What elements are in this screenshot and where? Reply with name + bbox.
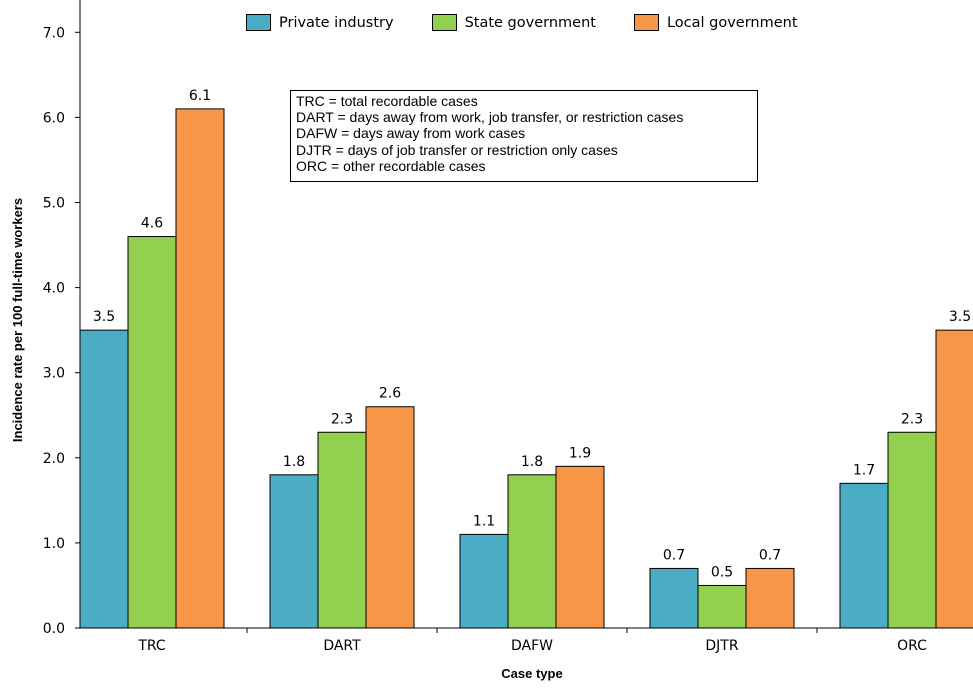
- bar-state-government-trc: [127, 236, 177, 629]
- y-tick-label: 0.0: [43, 621, 65, 637]
- legend-label-local-government: Local government: [666, 14, 798, 31]
- data-label-private-industry-dafw: 1.1: [473, 513, 495, 529]
- axes: 0.0 1.0 2.0 3.0 4.0 5.0 6.0 7.0 TRC DART DAFW DJTR O…: [43, 0, 973, 654]
- data-label-local-government-trc: 6.1: [189, 88, 211, 104]
- data-label-private-industry-djtr: 0.7: [663, 547, 685, 563]
- legend-label-state-government: State government: [464, 14, 596, 31]
- bar-private-industry-orc: [839, 482, 889, 629]
- legend-swatch-state-government: [431, 14, 457, 31]
- note-line-dafw: DAFW = days away from work cases: [296, 125, 526, 142]
- data-label-state-government-dafw: 1.8: [521, 454, 543, 470]
- bar-state-government-dafw: [507, 474, 557, 629]
- y-axis-label: Incidence rate per 100 full-time workers: [10, 198, 25, 442]
- bar-local-government-dafw: [555, 465, 605, 629]
- bar-private-industry-djtr: [649, 567, 699, 629]
- y-tick-label: 6.0: [43, 110, 65, 126]
- data-label-local-government-dafw: 1.9: [569, 445, 591, 461]
- y-tick-label: 4.0: [43, 281, 65, 297]
- data-label-local-government-dart: 2.6: [379, 386, 401, 402]
- data-label-private-industry-orc: 1.7: [853, 462, 875, 478]
- y-tick-label: 3.0: [43, 366, 65, 382]
- data-label-private-industry-dart: 1.8: [283, 454, 305, 470]
- y-tick-label: 5.0: [43, 196, 65, 212]
- legend-swatch-private-industry: [246, 14, 271, 31]
- bar-local-government-dart: [365, 406, 415, 629]
- note-line-orc: ORC = other recordable cases: [296, 157, 486, 174]
- legend-item-state-government: State government: [431, 14, 596, 31]
- bar-state-government-orc: [887, 431, 937, 629]
- data-label-local-government-orc: 3.5: [949, 309, 971, 325]
- data-label-state-government-djtr: 0.5: [711, 564, 733, 580]
- note-line-trc: TRC = total recordable cases: [296, 93, 478, 109]
- y-tick-label: 2.0: [43, 451, 65, 467]
- y-tick-label: 7.0: [43, 25, 65, 41]
- bar-local-government-orc: [935, 329, 973, 629]
- data-labels: 3.5 1.8 1.1 0.7 1.7 4.6 2.3 1.8 0.5 2.3 6.1 2.6 1.9 0…: [93, 88, 971, 581]
- data-label-state-government-trc: 4.6: [141, 216, 163, 232]
- data-label-local-government-djtr: 0.7: [759, 547, 781, 563]
- bar-local-government-trc: [175, 108, 225, 629]
- x-axis-label: Case type: [501, 666, 562, 681]
- legend: Private industry State government Local …: [246, 14, 836, 31]
- y-tick-label: 1.0: [43, 536, 65, 552]
- bar-private-industry-dafw: [459, 533, 509, 629]
- bars: [79, 108, 973, 629]
- x-tick-label-orc: ORC: [897, 638, 927, 654]
- bar-state-government-djtr: [697, 584, 747, 629]
- note-line-djtr: DJTR = days of job transfer or restricti…: [296, 141, 618, 158]
- data-label-state-government-orc: 2.3: [901, 411, 923, 427]
- note-line-dart: DART = days away from work, job transfer…: [296, 109, 684, 126]
- bar-private-industry-dart: [269, 474, 319, 629]
- bar-local-government-djtr: [745, 567, 795, 629]
- legend-label-private-industry: Private industry: [279, 14, 394, 31]
- legend-item-local-government: Local government: [633, 14, 798, 31]
- data-label-state-government-dart: 2.3: [331, 411, 353, 427]
- abbreviation-note: TRC = total recordable cases DART = days…: [290, 90, 758, 182]
- bar-state-government-dart: [317, 431, 367, 629]
- x-tick-label-djtr: DJTR: [705, 638, 738, 654]
- x-tick-label-dafw: DAFW: [511, 638, 553, 654]
- legend-item-private-industry: Private industry: [246, 14, 394, 31]
- legend-swatch-local-government: [633, 14, 659, 31]
- data-label-private-industry-trc: 3.5: [93, 309, 115, 325]
- bar-private-industry-trc: [79, 329, 129, 629]
- x-tick-label-trc: TRC: [137, 638, 166, 654]
- x-tick-label-dart: DART: [323, 638, 361, 654]
